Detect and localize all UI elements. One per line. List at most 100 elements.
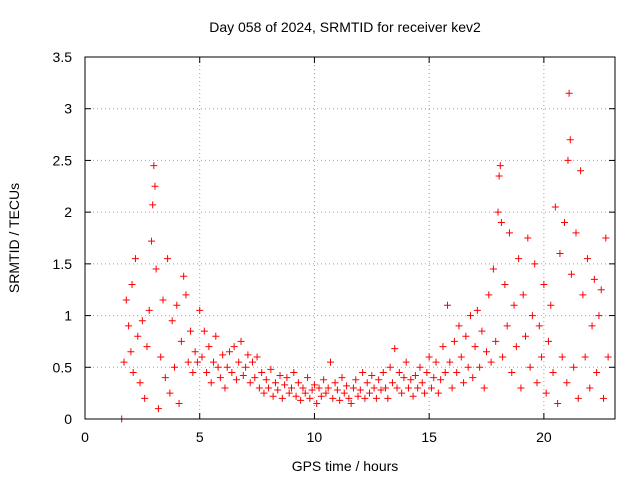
- data-point: [441, 368, 449, 376]
- data-point: [517, 384, 525, 392]
- data-point: [235, 358, 243, 366]
- data-point: [151, 182, 159, 190]
- data-point: [485, 291, 493, 299]
- data-point: [324, 384, 332, 392]
- data-point: [526, 363, 534, 371]
- data-point: [602, 234, 610, 242]
- data-point: [205, 343, 213, 351]
- data-point: [128, 281, 136, 289]
- data-point: [489, 265, 497, 273]
- data-point: [187, 327, 195, 335]
- data-point: [600, 394, 608, 402]
- data-point: [253, 353, 261, 361]
- data-point: [262, 376, 270, 384]
- y-axis-label: SRMTID / TECUs: [6, 183, 22, 293]
- data-point: [177, 337, 185, 345]
- data-point: [547, 301, 555, 309]
- data-point: [336, 396, 344, 404]
- data-point: [471, 343, 479, 351]
- data-point: [595, 312, 603, 320]
- data-point: [487, 358, 495, 366]
- data-point: [338, 374, 346, 382]
- data-point: [180, 272, 188, 280]
- data-point: [200, 327, 208, 335]
- data-point: [184, 358, 192, 366]
- data-point: [329, 394, 337, 402]
- grid: [85, 57, 615, 419]
- data-point: [308, 386, 316, 394]
- data-point: [290, 368, 298, 376]
- data-point: [508, 368, 516, 376]
- data-point: [405, 384, 413, 392]
- data-point: [421, 389, 429, 397]
- data-point: [209, 358, 217, 366]
- data-point: [372, 394, 380, 402]
- data-point: [326, 358, 334, 366]
- data-point: [510, 301, 518, 309]
- data-point: [531, 260, 539, 268]
- data-point: [143, 343, 151, 351]
- data-point: [519, 291, 527, 299]
- data-point: [239, 372, 247, 380]
- data-point: [505, 229, 513, 237]
- data-point: [322, 389, 330, 397]
- data-point: [395, 368, 403, 376]
- data-point: [304, 374, 312, 382]
- data-point: [248, 358, 256, 366]
- data-point: [368, 372, 376, 380]
- data-point: [588, 322, 596, 330]
- data-point: [232, 376, 240, 384]
- data-point: [544, 337, 552, 345]
- data-point: [416, 363, 424, 371]
- data-point: [492, 337, 500, 345]
- data-point: [134, 332, 142, 340]
- data-point: [173, 301, 181, 309]
- data-point: [242, 363, 250, 371]
- data-point: [538, 353, 546, 361]
- data-point: [164, 255, 172, 263]
- data-point: [333, 386, 341, 394]
- data-point: [228, 368, 236, 376]
- data-point: [499, 353, 507, 361]
- data-point: [432, 358, 440, 366]
- y-tick-label: 0.5: [53, 359, 73, 375]
- data-point: [150, 162, 158, 170]
- data-point: [347, 399, 355, 407]
- data-point: [244, 351, 252, 359]
- data-point: [255, 384, 263, 392]
- y-tick-label: 0: [64, 411, 72, 427]
- data-point: [148, 237, 156, 245]
- data-point: [542, 389, 550, 397]
- data-point: [577, 167, 585, 175]
- data-point: [125, 322, 133, 330]
- data-point: [299, 384, 307, 392]
- data-point: [170, 363, 178, 371]
- data-point: [427, 384, 435, 392]
- data-point: [246, 379, 254, 387]
- data-point: [480, 384, 488, 392]
- data-point: [476, 363, 484, 371]
- data-point: [558, 353, 566, 361]
- data-point: [391, 345, 399, 353]
- data-point: [285, 389, 293, 397]
- data-point: [168, 317, 176, 325]
- data-point: [276, 372, 284, 380]
- data-point: [460, 379, 468, 387]
- data-point: [411, 372, 419, 380]
- x-axis-label: GPS time / hours: [292, 458, 399, 474]
- data-point: [297, 396, 305, 404]
- data-point: [278, 394, 286, 402]
- data-point: [437, 376, 445, 384]
- data-point: [384, 394, 392, 402]
- y-tick-label: 3.5: [53, 49, 73, 65]
- data-point: [393, 384, 401, 392]
- data-point: [423, 368, 431, 376]
- data-point: [448, 384, 456, 392]
- data-point: [515, 255, 523, 263]
- data-point: [366, 389, 374, 397]
- data-point: [464, 363, 472, 371]
- x-tick-label: 15: [421, 429, 437, 445]
- data-point: [207, 379, 215, 387]
- data-point: [478, 327, 486, 335]
- data-point: [203, 368, 211, 376]
